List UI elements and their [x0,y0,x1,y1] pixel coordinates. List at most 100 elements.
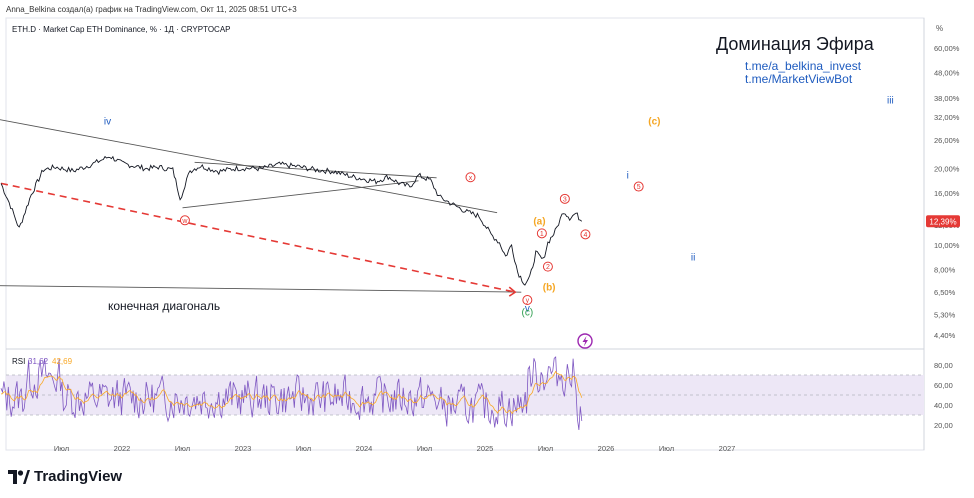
wave-text: 1 [540,231,544,238]
trend-lines [0,119,522,297]
wave-text: x [469,175,473,182]
trend-red-dashed [0,182,516,293]
wave-text: w [181,218,188,225]
wave-label: 4 [580,229,591,240]
overlay-link-1[interactable]: t.me/a_belkina_invest [745,59,862,73]
y-tick-label: 48,00% [934,69,960,78]
wave-label: (c) [522,307,534,318]
wave-text: iv [104,117,111,128]
wave-label: i [627,170,629,181]
price-line [0,155,583,286]
y-tick-label: 20,00% [934,165,960,174]
wave-text: (b) [543,282,556,293]
wave-circle [465,172,476,183]
wave-text: iii [887,96,894,107]
price-axis: 60,00% 48,00% 38,00% 32,00% 26,00% 20,00% 16,0… [934,44,960,340]
rsi-tick-label: 20,00 [934,421,953,430]
x-tick-label: Июл [659,444,674,453]
x-tick-label: 2027 [719,444,736,453]
trend-triangle-bottom [182,180,419,209]
wave-circle [580,229,591,240]
wave-text: ii [691,252,695,263]
y-tick-label: 32,00% [934,113,960,122]
y-tick-label: 16,00% [934,189,960,198]
wave-label: 3 [559,193,570,204]
rsi-tick-label: 60,00 [934,381,953,390]
last-price-tag: 12,39% [926,215,960,228]
wave-text: 2 [546,264,550,271]
wave-text: y [526,298,530,305]
price-series [0,155,583,286]
wave-label: 5 [633,181,644,192]
wave-text: 5 [637,184,641,191]
wave-text: 3 [563,196,567,203]
wave-text: (c) [522,307,534,318]
y-tick-label: 5,30% [934,311,956,320]
dashed-arrowhead [508,286,517,297]
last-price-value: 12,39% [929,217,956,226]
y-tick-label: 6,50% [934,288,956,297]
x-tick-label: 2025 [477,444,494,453]
y-tick-label: 60,00% [934,44,960,53]
wave-label: (c) [648,117,660,128]
rsi-ma-line [0,370,583,415]
wave-circle [633,181,644,192]
wave-circle [542,261,553,272]
tradingview-logo-icon [8,469,30,484]
time-axis: Июл 2022 Июл 2023 Июл 2024 Июл 2025 Июл 2026 Июл 20… [54,444,735,453]
trend-triangle-top [194,161,437,179]
axis-unit: % [936,24,943,33]
x-tick-label: Июл [538,444,553,453]
brand-name: TradingView [34,468,123,485]
y-tick-label: 38,00% [934,94,960,103]
x-tick-label: 2024 [356,444,373,453]
wave-label: 1 [536,228,547,239]
wave-label: iv [104,117,111,128]
wave-label: v [525,304,530,315]
trend-lower-line [0,285,522,293]
lightning-icon[interactable] [577,333,593,349]
rsi-tick-label: 40,00 [934,401,953,410]
overlay-title: Доминация Эфира [716,34,875,54]
x-tick-label: Июл [296,444,311,453]
wave-text: 4 [583,232,587,239]
diagonal-label: конечная диагональ [108,299,220,313]
x-tick-label: 2022 [114,444,131,453]
y-tick-label: 26,00% [934,136,960,145]
wave-text: i [627,170,629,181]
wave-text: v [525,304,530,315]
wave-label: (a) [533,216,545,227]
wave-circle [536,228,547,239]
tradingview-brand[interactable]: TradingView [8,468,122,485]
wave-label: iii [887,96,894,107]
header-attribution: Anna_Belkina создал(а) график на Trading… [6,5,297,14]
x-tick-label: Июл [175,444,190,453]
wave-label: x [465,172,476,183]
wave-circle [179,215,190,226]
wave-text: (c) [648,117,660,128]
wave-label: ii [691,252,695,263]
y-tick-label: 10,00% [934,241,960,250]
x-tick-label: Июл [54,444,69,453]
wave-label: w [179,215,190,226]
wave-text: (a) [533,216,545,227]
x-tick-label: 2026 [598,444,615,453]
rsi-label: RSI [12,357,25,366]
rsi-pane: 80,00 60,00 40,00 20,00 [0,356,953,431]
y-tick-label: 8,00% [934,265,956,274]
wave-circle [522,295,533,306]
overlay-link-2[interactable]: t.me/MarketViewBot [745,72,853,86]
wave-circle [559,193,570,204]
rsi-value: 31,62 [28,357,49,366]
wave-label: (b) [543,282,556,293]
x-tick-label: Июл [417,444,432,453]
x-tick-label: 2023 [235,444,252,453]
symbol-line: ETH.D · Market Cap ETH Dominance, % · 1Д… [12,25,231,34]
rsi-ma-value: 42,69 [52,357,73,366]
rsi-tick-label: 80,00 [934,361,953,370]
wave-label: y [522,295,533,306]
wave-label: 2 [542,261,553,272]
y-tick-label: 4,40% [934,331,956,340]
